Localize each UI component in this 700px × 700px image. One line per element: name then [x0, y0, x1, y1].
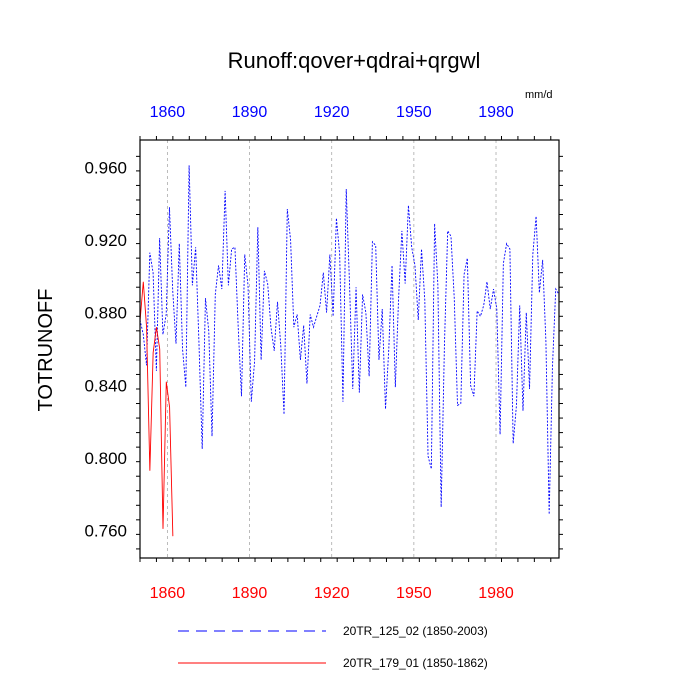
chart-title: Runoff:qover+qdrai+qrgwl	[228, 48, 481, 73]
top-x-tick-labels: 1860 1890 1920 1950 1980	[150, 104, 514, 121]
bottom-x-tick-labels: 1860 1890 1920 1950 1980	[150, 585, 514, 602]
x-tick-label-top: 1950	[396, 104, 432, 121]
y-tick-label: 0.960	[84, 158, 127, 177]
y-tick-label: 0.800	[84, 449, 127, 468]
series-line-2	[139, 281, 174, 537]
x-tick-label-top: 1980	[478, 104, 514, 121]
y-tick-label: 0.840	[84, 376, 127, 395]
axis-ticks	[136, 136, 563, 562]
x-tick-label-bottom: 1890	[232, 585, 268, 602]
x-tick-label-top: 1890	[232, 104, 268, 121]
x-tick-label-bottom: 1950	[396, 585, 432, 602]
legend-label-series-1: 20TR_125_02 (1850-2003)	[343, 624, 488, 638]
x-tick-label-bottom: 1980	[478, 585, 514, 602]
y-tick-label: 0.760	[84, 522, 127, 541]
grid-lines	[166, 140, 497, 558]
y-tick-labels: 0.760 0.800 0.840 0.880 0.920 0.960	[84, 158, 127, 540]
units-label: mm/d	[525, 89, 553, 101]
x-tick-label-bottom: 1920	[314, 585, 350, 602]
y-tick-label: 0.880	[84, 304, 127, 323]
legend-label-series-2: 20TR_179_01 (1850-1862)	[343, 656, 488, 670]
y-axis-label: TOTRUNOFF	[35, 289, 57, 412]
x-tick-label-top: 1920	[314, 104, 350, 121]
x-tick-label-bottom: 1860	[150, 585, 186, 602]
x-tick-label-top: 1860	[150, 104, 186, 121]
series-lines	[139, 165, 560, 537]
legend: 20TR_125_02 (1850-2003) 20TR_179_01 (185…	[178, 624, 488, 670]
y-tick-label: 0.920	[84, 231, 127, 250]
series-line-1	[139, 165, 560, 515]
plot-frame	[139, 139, 560, 559]
